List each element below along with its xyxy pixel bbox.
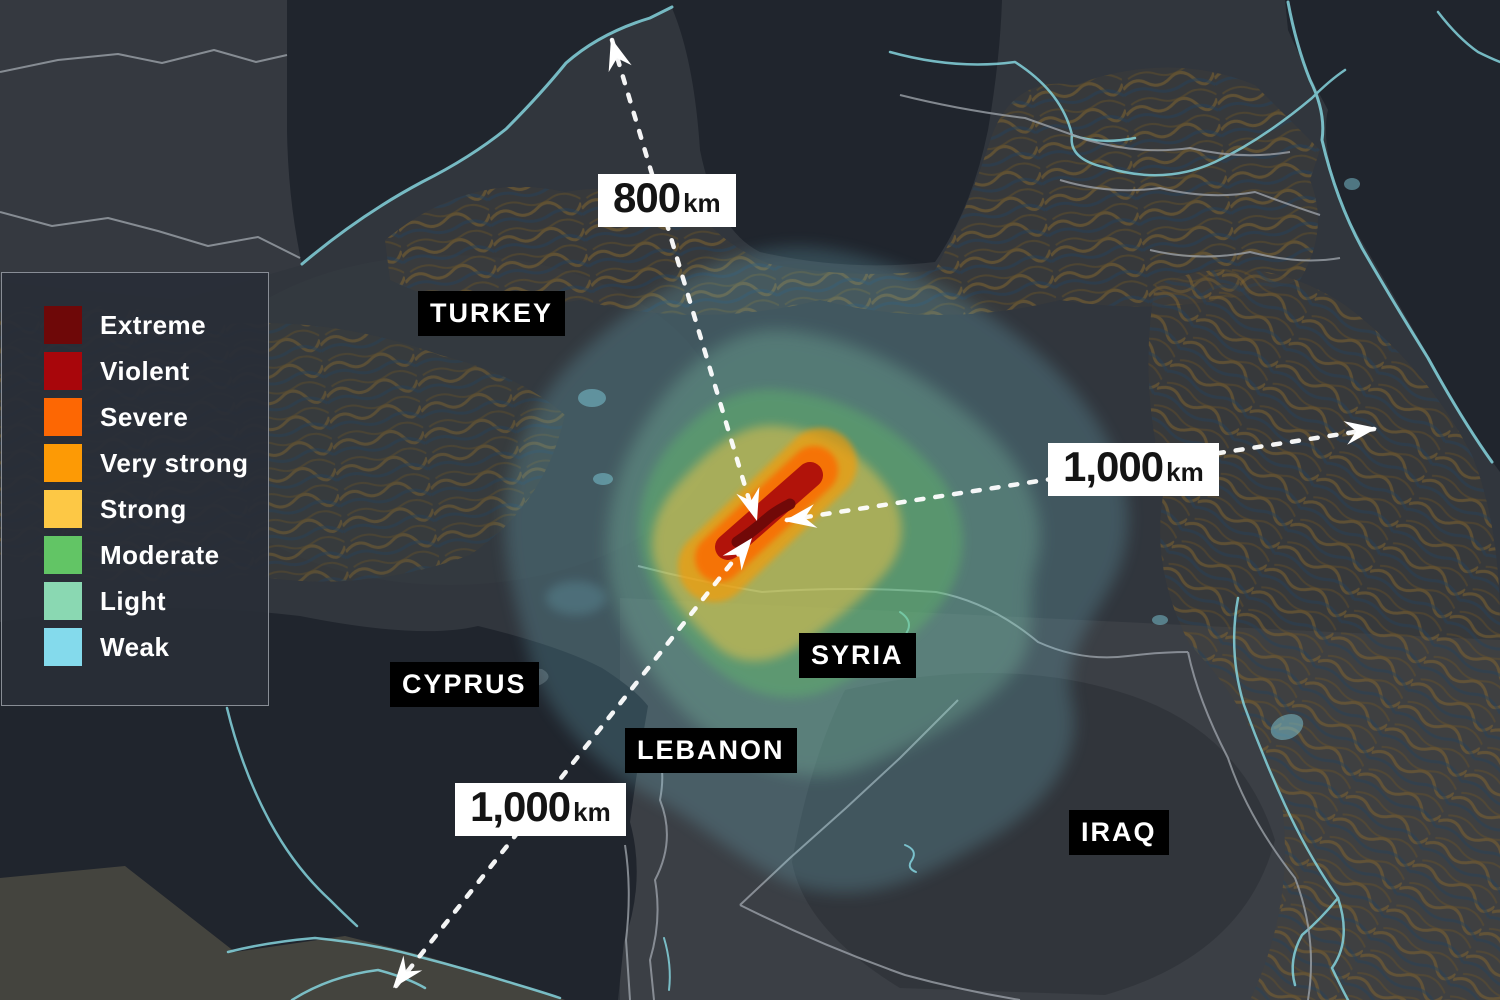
legend-label: Very strong: [100, 447, 249, 478]
legend-label: Weak: [100, 631, 170, 662]
legend-row: Moderate: [44, 536, 268, 574]
distance-value: 1,000: [470, 783, 571, 830]
legend-row: Extreme: [44, 306, 268, 344]
country-label-syria: SYRIA: [799, 633, 916, 678]
legend-row: Strong: [44, 490, 268, 528]
distance-arrows: [383, 34, 1379, 996]
caspian-sea: [1285, 0, 1500, 472]
legend-swatch-strong: [44, 490, 82, 528]
legend-swatch-violent: [44, 352, 82, 390]
legend-swatch-weak: [44, 628, 82, 666]
legend-row: Light: [44, 582, 268, 620]
legend-swatch-light: [44, 582, 82, 620]
legend-label: Violent: [100, 355, 190, 386]
country-label-turkey: TURKEY: [418, 291, 566, 336]
legend-row: Violent: [44, 352, 268, 390]
distance-label-southwest: 1,000 km: [455, 783, 626, 836]
distance-unit: km: [683, 188, 721, 218]
legend-swatch-extreme: [44, 306, 82, 344]
country-label-lebanon: LEBANON: [625, 728, 797, 773]
legend-label: Light: [100, 585, 167, 616]
black-sea: [287, 0, 1002, 266]
legend-label: Strong: [100, 493, 187, 524]
distance-label-north: 800 km: [598, 174, 736, 227]
arrow-line-southwest: [393, 538, 752, 989]
distance-unit: km: [573, 797, 611, 827]
legend-swatch-severe: [44, 398, 82, 436]
distance-value: 1,000: [1063, 443, 1164, 490]
intensity-extreme-fault-line: [731, 498, 796, 548]
legend-swatch-moderate: [44, 536, 82, 574]
rivers: [225, 0, 1500, 1000]
country-label-iraq: IRAQ: [1069, 810, 1169, 855]
arrow-line-east: [784, 426, 1377, 523]
legend-label: Extreme: [100, 309, 207, 340]
mountains-north: [385, 67, 1320, 315]
distance-label-east: 1,000 km: [1048, 443, 1219, 496]
egypt-land: [0, 866, 565, 1000]
intensity-legend: Extreme Violent Severe Very strong Stron…: [1, 272, 269, 706]
arrow-line-north: [609, 37, 756, 516]
country-label-cyprus: CYPRUS: [390, 662, 539, 707]
legend-row: Weak: [44, 628, 268, 666]
distance-value: 800: [613, 174, 681, 221]
legend-swatch-very-strong: [44, 444, 82, 482]
distance-unit: km: [1166, 457, 1204, 487]
legend-label: Moderate: [100, 539, 220, 570]
legend-row: Very strong: [44, 444, 268, 482]
legend-row: Severe: [44, 398, 268, 436]
legend-label: Severe: [100, 401, 189, 432]
